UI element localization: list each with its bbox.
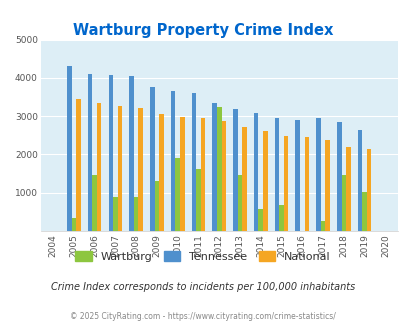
Bar [138, 108, 143, 231]
Bar [320, 221, 324, 231]
Bar [345, 147, 350, 231]
Bar [150, 87, 154, 231]
Bar [117, 106, 122, 231]
Text: Wartburg Property Crime Index: Wartburg Property Crime Index [72, 23, 333, 38]
Bar [295, 120, 299, 231]
Text: Crime Index corresponds to incidents per 100,000 inhabitants: Crime Index corresponds to incidents per… [51, 282, 354, 292]
Bar [134, 197, 138, 231]
Bar [242, 127, 246, 231]
Bar [341, 176, 345, 231]
Bar [232, 109, 237, 231]
Bar [175, 158, 179, 231]
Bar [262, 131, 267, 231]
Bar [159, 114, 163, 231]
Bar [216, 107, 221, 231]
Bar [336, 122, 341, 231]
Bar [258, 209, 262, 231]
Bar [92, 176, 97, 231]
Bar [67, 66, 71, 231]
Bar [108, 75, 113, 231]
Bar [196, 169, 200, 231]
Bar [129, 76, 134, 231]
Bar [97, 103, 101, 231]
Bar [200, 118, 205, 231]
Bar [362, 192, 366, 231]
Bar [71, 217, 76, 231]
Bar [191, 93, 196, 231]
Bar [113, 197, 117, 231]
Bar [171, 91, 175, 231]
Bar [279, 205, 283, 231]
Bar [274, 118, 279, 231]
Bar [237, 176, 242, 231]
Text: © 2025 CityRating.com - https://www.cityrating.com/crime-statistics/: © 2025 CityRating.com - https://www.city… [70, 312, 335, 321]
Bar [76, 99, 81, 231]
Bar [212, 103, 216, 231]
Bar [179, 117, 184, 231]
Bar [366, 149, 371, 231]
Bar [87, 74, 92, 231]
Bar [324, 140, 329, 231]
Bar [304, 137, 309, 231]
Bar [154, 181, 159, 231]
Bar [283, 136, 288, 231]
Legend: Wartburg, Tennessee, National: Wartburg, Tennessee, National [71, 247, 334, 266]
Bar [221, 121, 226, 231]
Bar [315, 118, 320, 231]
Bar [253, 114, 258, 231]
Bar [357, 130, 362, 231]
